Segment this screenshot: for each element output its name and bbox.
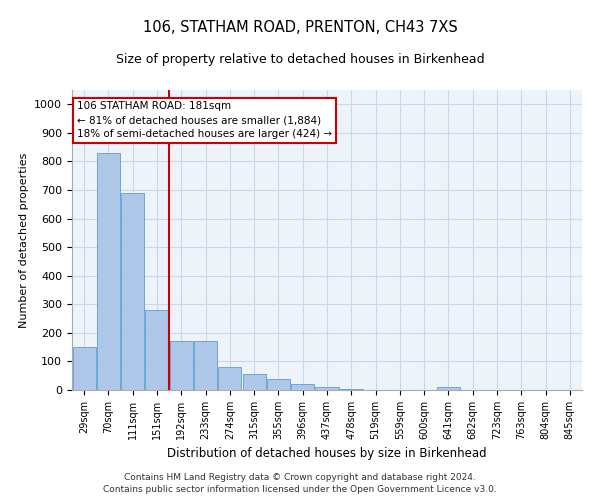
Text: 106 STATHAM ROAD: 181sqm
← 81% of detached houses are smaller (1,884)
18% of sem: 106 STATHAM ROAD: 181sqm ← 81% of detach… bbox=[77, 102, 332, 140]
Bar bbox=[267, 378, 290, 390]
Bar bbox=[97, 153, 120, 390]
Bar bbox=[242, 374, 266, 390]
Bar bbox=[316, 387, 338, 390]
Bar bbox=[194, 342, 217, 390]
Bar bbox=[121, 193, 144, 390]
Bar bbox=[291, 384, 314, 390]
Text: 106, STATHAM ROAD, PRENTON, CH43 7XS: 106, STATHAM ROAD, PRENTON, CH43 7XS bbox=[143, 20, 457, 35]
Bar bbox=[170, 342, 193, 390]
Bar bbox=[340, 388, 363, 390]
Y-axis label: Number of detached properties: Number of detached properties bbox=[19, 152, 29, 328]
Bar bbox=[437, 387, 460, 390]
Bar bbox=[73, 347, 95, 390]
Bar bbox=[145, 310, 169, 390]
Text: Contains public sector information licensed under the Open Government Licence v3: Contains public sector information licen… bbox=[103, 485, 497, 494]
Text: Size of property relative to detached houses in Birkenhead: Size of property relative to detached ho… bbox=[116, 52, 484, 66]
X-axis label: Distribution of detached houses by size in Birkenhead: Distribution of detached houses by size … bbox=[167, 448, 487, 460]
Bar bbox=[218, 367, 241, 390]
Text: Contains HM Land Registry data © Crown copyright and database right 2024.: Contains HM Land Registry data © Crown c… bbox=[124, 472, 476, 482]
